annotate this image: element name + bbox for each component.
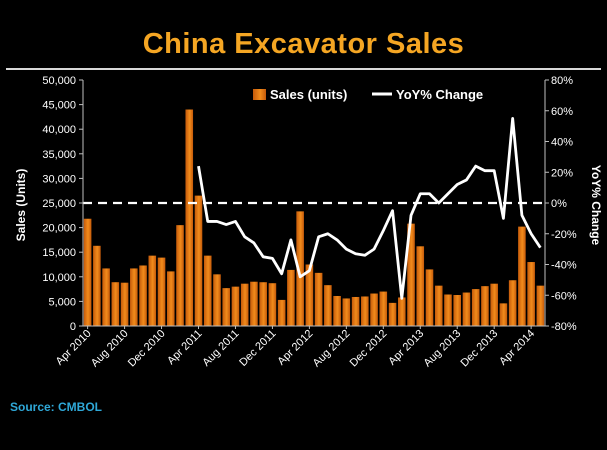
y2-tick-label: 80%: [551, 75, 573, 87]
y-tick-label: 30,000: [42, 173, 76, 185]
yoy-line-series: [197, 117, 542, 300]
y-tick-label: 10,000: [42, 272, 76, 284]
y-tick-label: 25,000: [42, 198, 76, 210]
x-tick-label: Dec 2012: [348, 328, 390, 370]
sales-bar: [111, 282, 120, 326]
page-title: China Excavator Sales: [142, 28, 465, 60]
sales-bar: [213, 274, 221, 326]
sales-bar: [287, 269, 295, 326]
sales-bar: [314, 272, 323, 326]
y2-tick-label: -40%: [551, 260, 577, 272]
x-tick-label: Aug 2011: [200, 328, 241, 369]
y-tick-label: 45,000: [42, 100, 76, 112]
y2-tick-label: -80%: [551, 321, 577, 333]
legend-yoy-label: YoY% Change: [396, 87, 483, 102]
x-tick-label: Apr 2010: [54, 328, 94, 368]
sales-bar: [527, 262, 535, 326]
sales-bar: [166, 271, 175, 326]
sales-bar: [397, 297, 406, 326]
sales-bar: [324, 285, 332, 326]
x-tick-label: Aug 2013: [422, 328, 464, 370]
sales-bar: [425, 269, 434, 326]
legend-sales-label: Sales (units): [270, 87, 347, 102]
sales-bar: [444, 294, 452, 326]
sales-bar: [407, 223, 415, 326]
y-tick-label: 15,000: [42, 247, 76, 259]
bar-series: [83, 109, 545, 327]
y-axis-label: Sales (Units): [14, 169, 28, 242]
sales-bar: [481, 286, 489, 326]
y-tick-label: 20,000: [42, 223, 76, 235]
x-tick-label: Aug 2012: [311, 328, 353, 370]
sales-bar: [416, 246, 425, 326]
right-axis-ticks: -80% -60% -40% -20% 0% 20% 40% 60% 80%: [545, 75, 577, 333]
source-note: Source: CMBOL: [10, 400, 103, 414]
left-axis-ticks: 0 5,000 10,000 15,000 20,000 25,000 30,000 35,0…: [42, 75, 83, 333]
title-divider: [6, 68, 601, 70]
y2-tick-label: 40%: [551, 137, 573, 149]
sales-bar: [471, 289, 480, 326]
sales-bar: [379, 291, 388, 326]
y2-tick-label: 60%: [551, 106, 573, 118]
sales-bar: [490, 283, 498, 326]
sales-bar: [508, 280, 517, 326]
x-tick-label: Aug 2010: [89, 328, 131, 370]
x-tick-label: Dec 2013: [459, 328, 501, 370]
x-tick-label: Apr 2014: [497, 328, 537, 368]
y-tick-label: 5,000: [48, 296, 76, 308]
sales-bar: [176, 225, 184, 326]
sales-bar: [148, 255, 157, 326]
y2-tick-label: 0%: [551, 198, 567, 210]
y-tick-label: 0: [70, 321, 76, 333]
sales-bar: [240, 283, 249, 326]
sales-bar: [139, 265, 147, 326]
y2-tick-label: -60%: [551, 290, 577, 302]
sales-bar: [296, 211, 304, 326]
sales-bar: [259, 282, 267, 326]
x-tick-label: Dec 2010: [126, 328, 168, 370]
sales-bar: [268, 283, 277, 326]
x-tick-label: Apr 2013: [386, 328, 426, 368]
sales-bar: [536, 285, 545, 326]
sales-bar: [499, 303, 508, 326]
x-tick-label: Apr 2012: [275, 328, 315, 368]
sales-bar: [83, 218, 92, 326]
sales-bar: [351, 296, 360, 326]
sales-bar: [434, 285, 443, 326]
sales-bar: [333, 295, 341, 326]
sales-bar: [518, 226, 526, 326]
legend: Sales (units) YoY% Change: [253, 87, 483, 102]
y2-tick-label: -20%: [551, 229, 577, 241]
x-tick-label: Dec 2011: [237, 328, 278, 369]
sales-bar: [453, 295, 462, 326]
sales-bar: [277, 299, 286, 326]
sales-bar: [250, 281, 258, 326]
legend-bar-swatch: [253, 89, 266, 100]
y2-axis-label: YoY% Change: [589, 165, 603, 246]
sales-bar: [231, 286, 240, 326]
sales-bar: [370, 293, 378, 326]
sales-bar: [305, 264, 314, 326]
sales-bar: [157, 257, 166, 326]
sales-bar: [222, 288, 231, 326]
sales-bar: [388, 302, 397, 326]
sales-bar: [342, 298, 351, 326]
x-tick-label: Apr 2011: [165, 328, 204, 367]
excavator-sales-chart: 0 5,000 10,000 15,000 20,000 25,000 30,000 35,0…: [14, 75, 603, 370]
y-tick-label: 40,000: [42, 124, 76, 136]
sales-bar: [361, 296, 369, 326]
y-tick-label: 35,000: [42, 149, 76, 161]
sales-bar: [185, 109, 194, 327]
sales-bar: [102, 268, 110, 326]
sales-bar: [462, 292, 471, 326]
y2-tick-label: 20%: [551, 167, 573, 179]
sales-bar: [120, 282, 129, 326]
sales-bar: [203, 255, 212, 326]
y-tick-label: 50,000: [42, 75, 76, 87]
sales-bar: [194, 195, 203, 326]
sales-bar: [130, 268, 138, 326]
sales-bar: [93, 245, 101, 326]
